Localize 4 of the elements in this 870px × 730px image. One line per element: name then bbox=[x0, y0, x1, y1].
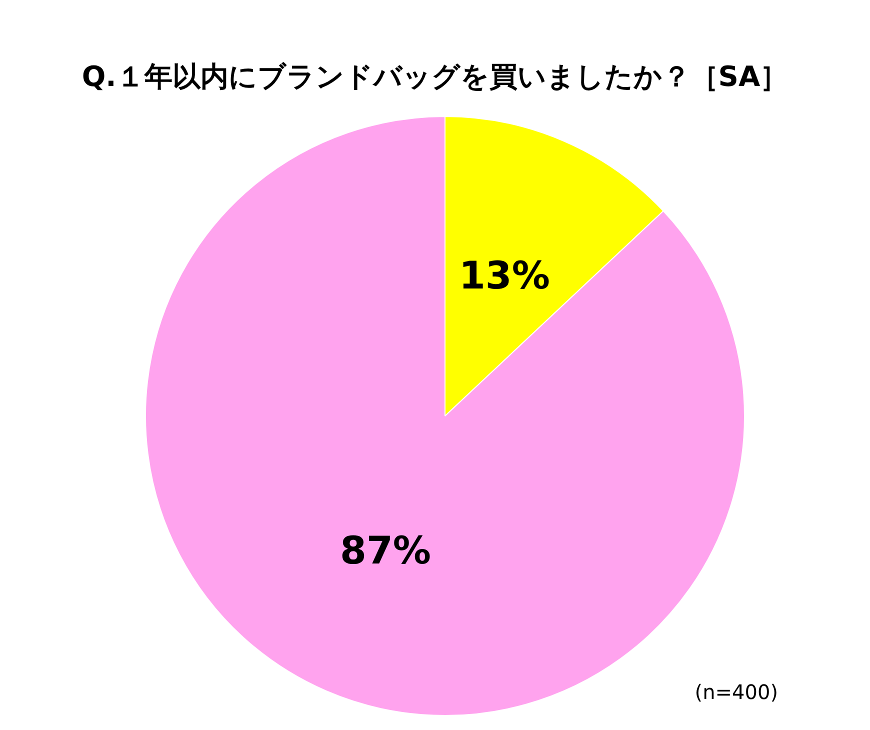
chart-title: Q.１年以内にブランドバッグを買いましたか？［SA］ bbox=[80, 59, 790, 95]
data-label: 87% bbox=[340, 528, 432, 572]
text: (n=400) bbox=[694, 680, 778, 704]
data-label: 13% bbox=[458, 253, 550, 298]
